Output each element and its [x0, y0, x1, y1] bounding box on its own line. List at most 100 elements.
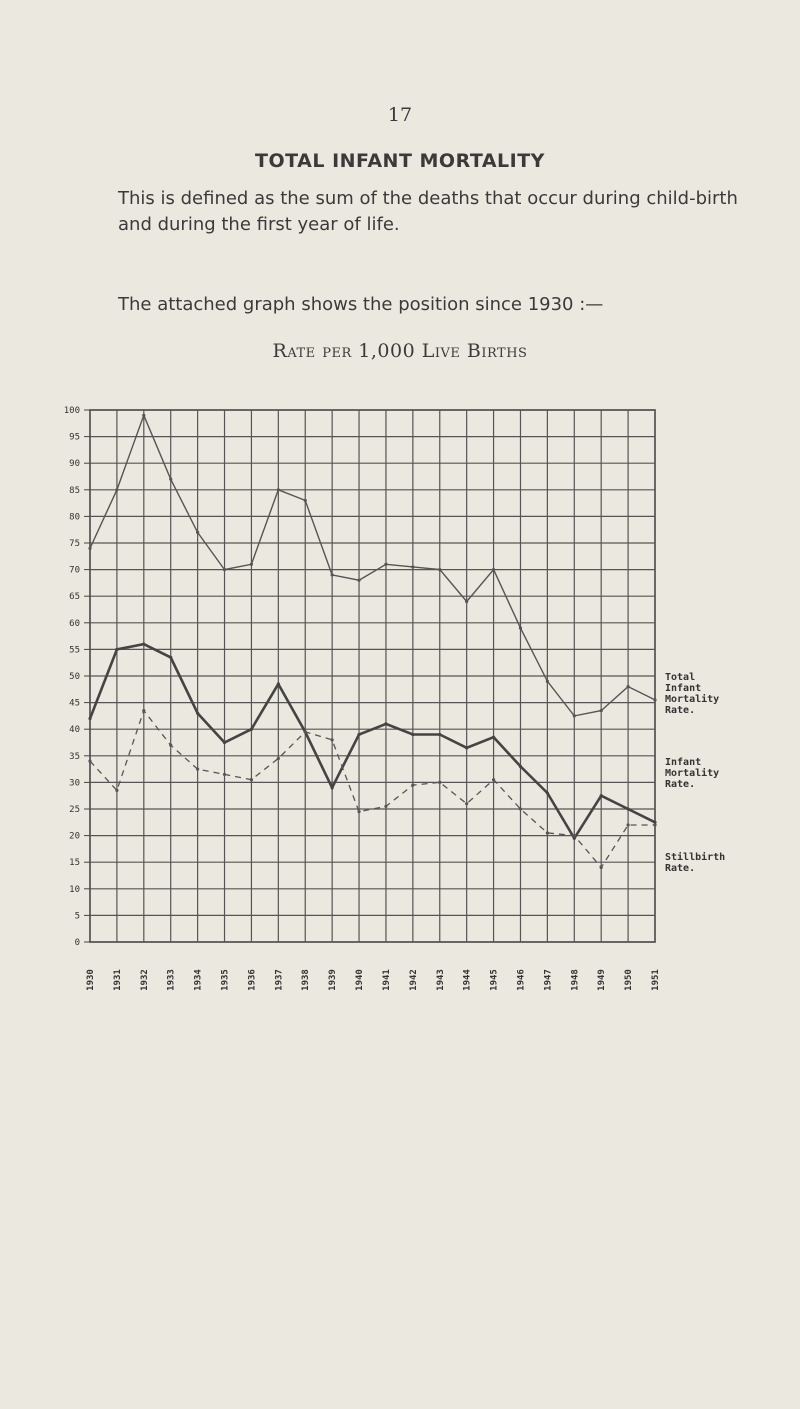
data-point — [88, 546, 92, 550]
data-point — [626, 685, 630, 689]
x-tick-label: 1948 — [570, 969, 580, 991]
page-number: 17 — [387, 104, 413, 126]
data-point — [438, 732, 442, 737]
x-tick-label: 1940 — [355, 969, 365, 991]
x-tick-label: 1939 — [328, 969, 338, 991]
data-point — [115, 488, 119, 492]
data-point — [88, 759, 92, 763]
data-point — [222, 568, 227, 572]
data-point — [330, 738, 334, 742]
y-tick-label: 35 — [69, 752, 80, 762]
line-chart: 0 5 10 15 20 25 30 35 40 45 50 55 60 65 70 75 80 85 90 95 10… — [64, 406, 725, 991]
y-tick-label: 40 — [69, 725, 80, 735]
y-tick-label: 45 — [69, 699, 80, 709]
data-point — [249, 778, 254, 782]
data-point — [518, 807, 523, 811]
y-tick-label: 70 — [69, 566, 80, 576]
data-point — [384, 804, 388, 808]
data-point — [653, 823, 657, 827]
data-point — [599, 708, 603, 713]
data-point — [545, 831, 549, 835]
data-point — [384, 722, 388, 726]
y-axis: 0 5 10 15 20 25 30 35 40 45 50 55 60 65 70 75 80 85 90 95 10… — [64, 406, 90, 948]
series-line-3 — [89, 709, 655, 869]
series-line-1 — [89, 413, 656, 717]
data-point — [653, 698, 657, 702]
y-tick-label: 30 — [69, 778, 80, 788]
y-tick-label: 25 — [69, 805, 80, 815]
data-point — [330, 786, 334, 790]
y-tick-label: 80 — [69, 512, 80, 522]
data-point — [491, 735, 496, 739]
legend-label-1: Total Infant Mortality Rate. — [665, 672, 719, 716]
y-tick-label: 10 — [69, 885, 80, 895]
x-tick-label: 1950 — [624, 969, 634, 991]
data-point — [115, 788, 119, 792]
data-point — [518, 626, 523, 630]
x-tick-label: 1931 — [113, 969, 123, 991]
x-tick-label: 1947 — [543, 969, 553, 991]
data-point — [491, 568, 496, 572]
data-point — [599, 794, 603, 798]
y-tick-label: 0 — [75, 938, 80, 948]
data-point — [276, 756, 280, 761]
y-tick-label: 85 — [69, 486, 80, 496]
data-point — [169, 655, 173, 659]
y-tick-label: 100 — [64, 406, 80, 416]
data-point — [465, 802, 469, 806]
x-tick-label: 1943 — [436, 969, 446, 991]
data-point — [572, 834, 576, 838]
data-point — [357, 578, 361, 582]
data-point — [438, 780, 442, 784]
x-tick-label: 1934 — [194, 969, 204, 991]
data-point — [303, 730, 307, 734]
x-tick-label: 1932 — [140, 969, 150, 991]
x-tick-label: 1937 — [274, 969, 284, 991]
y-tick-label: 5 — [75, 911, 80, 921]
data-point — [599, 865, 603, 870]
data-point — [196, 530, 200, 534]
y-tick-label: 90 — [69, 459, 80, 469]
data-point — [196, 767, 200, 771]
intro-paragraph: The attached graph shows the position si… — [118, 294, 604, 315]
data-point — [169, 743, 173, 747]
data-point — [249, 562, 254, 566]
x-tick-label: 1930 — [86, 969, 96, 991]
data-point — [626, 807, 630, 811]
x-tick-label: 1951 — [651, 969, 661, 991]
data-point — [276, 488, 280, 492]
data-point — [438, 568, 442, 572]
data-point — [545, 791, 549, 795]
y-tick-label: 65 — [69, 592, 80, 602]
data-point — [572, 714, 576, 718]
data-point — [88, 716, 92, 721]
y-tick-label: 55 — [69, 645, 80, 655]
data-point — [249, 727, 254, 731]
x-tick-label: 1949 — [597, 969, 607, 991]
data-point — [411, 732, 415, 737]
data-point — [222, 740, 227, 745]
data-point — [169, 477, 173, 481]
y-tick-label: 95 — [69, 433, 80, 443]
data-point — [330, 573, 334, 577]
y-tick-label: 75 — [69, 539, 80, 549]
data-point — [196, 711, 200, 715]
data-point — [142, 708, 146, 713]
data-point — [491, 778, 496, 782]
x-tick-label: 1936 — [247, 969, 257, 991]
chart-legend: Total Infant Mortality Rate. Infant Mortality… — [665, 672, 725, 874]
data-point — [626, 823, 630, 827]
data-point — [142, 413, 146, 417]
x-tick-label: 1945 — [490, 969, 500, 991]
x-tick-label: 1942 — [409, 969, 419, 991]
y-tick-label: 60 — [69, 619, 80, 629]
data-point — [142, 642, 146, 646]
data-point — [653, 820, 657, 824]
legend-label-2: Infant Mortality Rate. — [665, 757, 719, 790]
y-tick-label: 50 — [69, 672, 80, 682]
definition-paragraph: This is defined as the sum of the deaths… — [118, 188, 738, 235]
data-point — [115, 647, 119, 651]
data-point — [357, 810, 361, 814]
x-tick-label: 1941 — [382, 969, 392, 991]
data-point — [411, 783, 415, 787]
